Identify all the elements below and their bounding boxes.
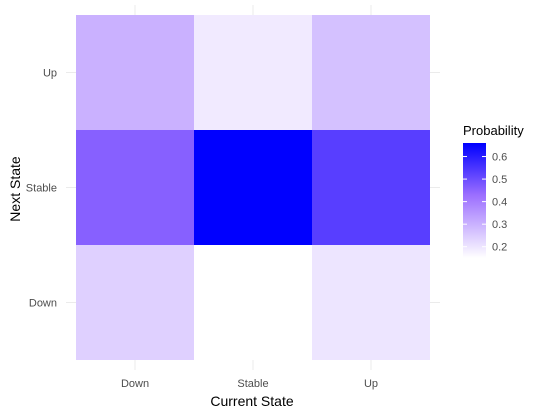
x-tick-label: Stable	[237, 378, 268, 390]
heatmap-cell	[76, 15, 194, 130]
x-axis-title: Current State	[210, 393, 293, 409]
axis-ticks: Down Stable Up Down Stable Up	[26, 68, 378, 391]
heatmap-cell	[194, 15, 312, 130]
legend-tick-label: 0.3	[492, 219, 507, 231]
legend-ticks: 0.2 0.3 0.4 0.5 0.6	[463, 152, 507, 254]
legend-tick-label: 0.6	[492, 152, 507, 164]
heatmap-cell	[194, 130, 312, 245]
y-tick-label: Stable	[26, 183, 57, 195]
y-tick-label: Up	[43, 68, 57, 80]
heatmap-cells	[76, 15, 430, 360]
legend-tick-label: 0.4	[492, 197, 507, 209]
heatmap-cell	[312, 245, 430, 360]
heatmap-cell	[76, 245, 194, 360]
legend-title: Probability	[463, 123, 524, 138]
heatmap-cell	[194, 245, 312, 360]
x-tick-label: Up	[364, 378, 378, 390]
heatmap-cell	[312, 130, 430, 245]
heatmap-cell	[76, 130, 194, 245]
heatmap-cell	[312, 15, 430, 130]
y-tick-label: Down	[29, 298, 57, 310]
legend-tick-label: 0.2	[492, 242, 507, 254]
legend: Probability 0.2 0.3 0.4 0.5 0.6	[463, 123, 524, 258]
y-axis-title: Next State	[7, 156, 23, 222]
legend-tick-label: 0.5	[492, 174, 507, 186]
legend-colorbar	[463, 143, 486, 258]
x-tick-label: Down	[121, 378, 149, 390]
